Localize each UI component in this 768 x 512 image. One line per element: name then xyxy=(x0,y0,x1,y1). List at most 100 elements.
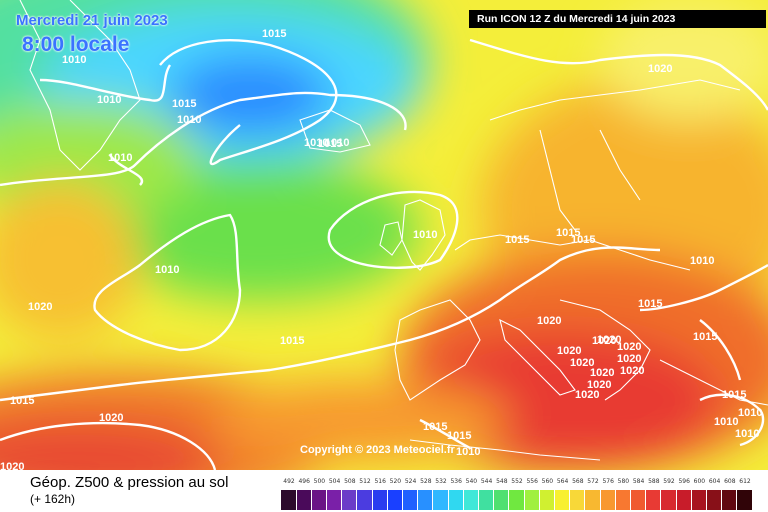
isobar-label: 1020 xyxy=(590,367,614,379)
legend-tick: 520 xyxy=(389,478,402,485)
legend-swatch xyxy=(418,490,433,510)
isobar-label: 1020 xyxy=(592,335,616,347)
legend-swatch xyxy=(494,490,509,510)
legend-tick: 508 xyxy=(344,478,356,485)
isobar-label: 1015 xyxy=(505,234,529,246)
legend-tick: 560 xyxy=(541,478,554,485)
legend-tick: 572 xyxy=(587,478,599,485)
legend-swatch xyxy=(357,490,372,510)
isobar-label: 1020 xyxy=(648,63,672,75)
isobar-label: 1010 xyxy=(155,264,179,276)
legend-tick: 524 xyxy=(404,478,417,485)
isobar-label: 1015 xyxy=(722,389,746,401)
isobar-label: 1010 xyxy=(97,94,121,106)
legend-swatch xyxy=(691,490,706,510)
legend-tick: 604 xyxy=(708,478,721,485)
isobar-label: 1015 xyxy=(280,335,304,347)
legend-tick: 596 xyxy=(678,478,690,485)
legend-swatch xyxy=(311,490,326,510)
isobar-label: 1020 xyxy=(99,412,123,424)
coastlines xyxy=(19,0,768,461)
isobar-label: 1010 xyxy=(177,114,201,126)
legend-tick: 532 xyxy=(435,478,447,485)
isobar-label: 1015 xyxy=(556,227,580,239)
legend-tick: 588 xyxy=(648,478,660,485)
isobar-label: 1010 xyxy=(690,255,714,267)
legend-tick: 584 xyxy=(632,478,645,485)
isobars xyxy=(0,38,768,470)
isobar-label: 1015 xyxy=(318,138,342,150)
legend-swatch xyxy=(646,490,661,510)
weather-map: 1015 1010 1015 1010 1010 1015 1010 1015 … xyxy=(0,0,768,470)
legend-tick: 504 xyxy=(328,478,341,485)
color-legend: 492 496 500 504 508 512 516 520 524 528 532 536 540 5… xyxy=(281,478,753,512)
run-info: Run ICON 12 Z du Mercredi 14 juin 2023 xyxy=(469,10,766,28)
isobar-label: 1015 xyxy=(423,421,447,433)
isobar-label: 1015 xyxy=(447,430,471,442)
legend-swatch xyxy=(403,490,418,510)
isobar-label: 1010 xyxy=(456,446,480,458)
legend-tick: 536 xyxy=(450,478,462,485)
legend-tick: 512 xyxy=(359,478,371,485)
legend-swatch xyxy=(281,490,296,510)
legend-tick: 556 xyxy=(526,478,538,485)
legend-tick: 496 xyxy=(298,478,310,485)
legend-bar: Géop. Z500 & pression au sol (+ 162h) 49… xyxy=(0,470,768,512)
isobar-label: 1015 xyxy=(693,331,717,343)
legend-swatch xyxy=(600,490,615,510)
legend-swatch xyxy=(372,490,387,510)
legend-tick: 580 xyxy=(617,478,630,485)
legend-swatch xyxy=(737,490,752,510)
map-area: 1015 1010 1015 1010 1010 1015 1010 1015 … xyxy=(0,0,768,470)
legend-swatch xyxy=(555,490,570,510)
legend-swatch xyxy=(570,490,585,510)
legend-swatch xyxy=(631,490,646,510)
legend-tick: 492 xyxy=(283,478,295,485)
legend-swatch xyxy=(296,490,311,510)
legend-tick: 540 xyxy=(465,478,478,485)
legend-tick: 576 xyxy=(602,478,614,485)
parameter-title: Géop. Z500 & pression au sol xyxy=(30,474,229,491)
forecast-date: Mercredi 21 juin 2023 xyxy=(16,12,168,29)
legend-swatch xyxy=(479,490,494,510)
isobar-label: 1015 xyxy=(10,395,34,407)
legend-swatch xyxy=(661,490,676,510)
legend-tick: 500 xyxy=(313,478,326,485)
forecast-time: 8:00 locale xyxy=(22,33,130,56)
legend-swatch xyxy=(524,490,539,510)
isobar-label: 1010 xyxy=(304,137,328,149)
isobar-label: 1010 xyxy=(714,416,738,428)
isobar-label: 1010 xyxy=(738,407,762,419)
legend-swatch xyxy=(539,490,554,510)
isobar-label: 1020 xyxy=(0,461,24,470)
legend-tick: 600 xyxy=(693,478,706,485)
legend-tick: 568 xyxy=(572,478,584,485)
isobar-label: 1020 xyxy=(617,353,641,365)
isobar-label: 1010 xyxy=(325,137,349,149)
isobar-label: 1015 xyxy=(172,98,196,110)
legend-swatch xyxy=(433,490,448,510)
legend-swatch xyxy=(585,490,600,510)
legend-swatch xyxy=(327,490,342,510)
legend-tick: 552 xyxy=(511,478,523,485)
isobar-label: 1020 xyxy=(28,301,52,313)
isobar-label: 1010 xyxy=(413,229,437,241)
isobar-label: 1020 xyxy=(575,389,599,401)
lead-time: (+ 162h) xyxy=(30,492,76,506)
legend-swatch xyxy=(615,490,630,510)
legend-swatch xyxy=(509,490,524,510)
legend-swatch xyxy=(342,490,357,510)
isobar-label: 1020 xyxy=(570,357,594,369)
legend-tick: 612 xyxy=(739,478,751,485)
legend-tick: 544 xyxy=(480,478,493,485)
isobar-label: 1010 xyxy=(108,152,132,164)
legend-swatch xyxy=(387,490,402,510)
isobar-label: 1015 xyxy=(571,234,595,246)
isobar-label: 1010 xyxy=(62,54,86,66)
legend-swatch xyxy=(448,490,463,510)
isobar-labels: 1015 1010 1015 1010 1010 1015 1010 1015 … xyxy=(0,28,762,470)
legend-tick: 516 xyxy=(374,478,386,485)
legend-tick: 592 xyxy=(663,478,675,485)
legend-tick: 548 xyxy=(496,478,508,485)
legend-swatch xyxy=(463,490,478,510)
